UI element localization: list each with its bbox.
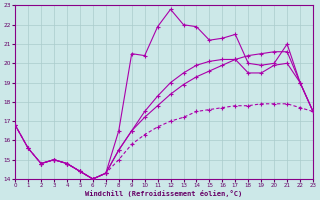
X-axis label: Windchill (Refroidissement éolien,°C): Windchill (Refroidissement éolien,°C) [85, 190, 243, 197]
